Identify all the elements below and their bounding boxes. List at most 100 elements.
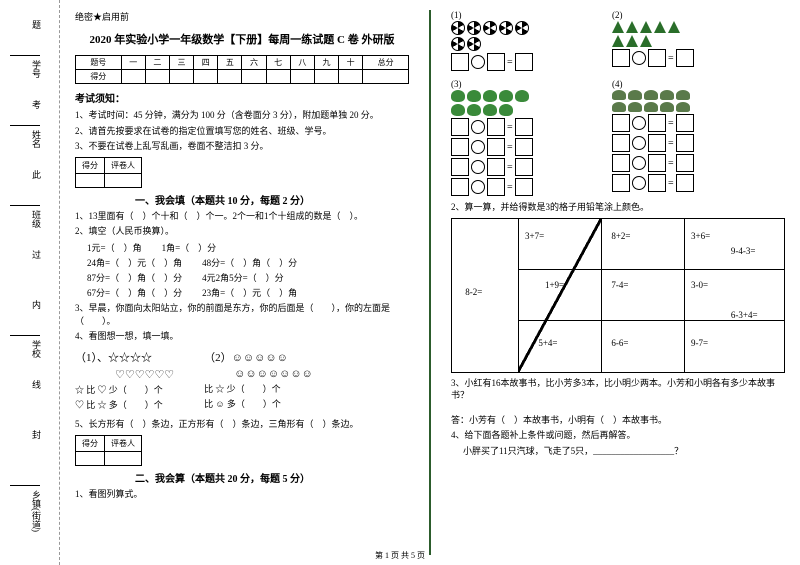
- conv: 24角=（ ）元（ ）角: [87, 256, 182, 269]
- cell: 得分: [76, 435, 105, 451]
- cell: [363, 70, 409, 84]
- q1-3: 3、早晨，你面向太阳站立，你的前面是东方，你的后面是（ ），你的左面是（ ）。: [75, 302, 409, 327]
- cell: 一: [121, 56, 145, 70]
- equation: =: [612, 114, 767, 132]
- left-column: 绝密★启用前 2020 年实验小学一年级数学【下册】每周一练试题 C 卷 外研版…: [75, 10, 409, 555]
- notice-item: 1、考试时间：45 分钟，满分为 100 分（含卷面分 3 分），附加题单独 2…: [75, 109, 409, 122]
- cell: 五: [218, 56, 242, 70]
- prob-2: (2) =: [612, 10, 767, 73]
- conv: 23角=（ ）元（ ）角: [202, 286, 297, 299]
- cell: 3+6=: [691, 231, 710, 241]
- cell: 九: [314, 56, 338, 70]
- cell: [339, 70, 363, 84]
- cell: 得分: [76, 70, 122, 84]
- cell: 总分: [363, 56, 409, 70]
- cell: [76, 173, 105, 187]
- frogs-icon: [451, 90, 531, 116]
- margin-lbl: 考: [30, 100, 43, 109]
- margin-lbl: 班级: [30, 210, 43, 228]
- conv: 4元2角5分=（ ）分: [202, 271, 284, 284]
- balls-icon: [451, 21, 531, 51]
- cell: 四: [194, 56, 218, 70]
- cell: 7-4=: [611, 280, 628, 290]
- prob-label: (3): [451, 79, 462, 89]
- notice-heading: 考试须知：: [75, 90, 409, 105]
- equation: =: [612, 49, 767, 67]
- cell: 八: [290, 56, 314, 70]
- q1-2: 2、填空（人民币换算）。: [75, 225, 409, 238]
- smile-icon: ☺☺☺☺☺: [232, 352, 288, 364]
- field-line: [10, 205, 40, 206]
- cell: 9-7=: [691, 338, 708, 348]
- page-root: 题 学号 考 姓名 此 班级 过 内 学校 线 封 乡镇(街道) 绝密★启用前 …: [0, 0, 800, 565]
- conv: 67分=（ ）角（ ）分: [87, 286, 182, 299]
- cell: [105, 173, 142, 187]
- cell: [218, 70, 242, 84]
- mini-score-table-2: 得分评卷人: [75, 435, 142, 466]
- stars-icon: ☆☆☆☆: [108, 352, 152, 364]
- margin-lbl: 线: [30, 380, 43, 389]
- lbl: （1）、: [75, 352, 108, 364]
- cell: [105, 451, 142, 465]
- equation: =: [612, 174, 767, 192]
- prob-label: (4): [612, 79, 623, 89]
- cell: [242, 70, 266, 84]
- cell: 5+4=: [538, 338, 557, 348]
- margin-lbl: 过: [30, 250, 43, 259]
- right-column: (1) = (2) = (3): [451, 10, 785, 555]
- prob-4: (4) = = = =: [612, 79, 767, 198]
- cell: 8-2=: [465, 287, 482, 297]
- cell: [290, 70, 314, 84]
- content-columns: 绝密★启用前 2020 年实验小学一年级数学【下册】每周一练试题 C 卷 外研版…: [60, 0, 800, 565]
- comp: 比 ☺ 多（ ）个: [204, 398, 313, 411]
- margin-lbl: 此: [30, 170, 43, 179]
- equation: =: [451, 138, 606, 156]
- shells-icon: [612, 90, 692, 112]
- field-line: [10, 485, 40, 486]
- score-table: 题号 一 二 三 四 五 六 七 八 九 十 总分 得分: [75, 55, 409, 84]
- margin-lbl: 学号: [30, 60, 43, 78]
- field-line: [10, 335, 40, 336]
- cell: 三: [169, 56, 193, 70]
- conversions: 1元=（ ）角1角=（ ）分 24角=（ ）元（ ）角48分=（ ）角（ ）分 …: [87, 241, 409, 299]
- margin-lbl: 学校: [30, 340, 43, 358]
- cell: 9-4-3=: [731, 246, 756, 256]
- margin-lbl: 姓名: [30, 130, 43, 148]
- exam-title: 2020 年实验小学一年级数学【下册】每周一练试题 C 卷 外研版: [75, 31, 409, 47]
- margin-lbl: 乡镇(街道): [30, 490, 43, 532]
- mini-score-table: 得分评卷人: [75, 157, 142, 188]
- cell: 8+2=: [611, 231, 630, 241]
- cell: 二: [145, 56, 169, 70]
- cell: 十: [339, 56, 363, 70]
- cell: [76, 451, 105, 465]
- cell: 3+7=: [525, 231, 544, 241]
- equation: =: [451, 158, 606, 176]
- prob-label: (2): [612, 10, 623, 20]
- cell: 1+9=: [545, 280, 564, 290]
- field-line: [10, 125, 40, 126]
- shape-groups: （1）、☆☆☆☆ ♡♡♡♡♡♡ ☆ 比 ♡ 少（ ）个 ♡ 比 ☆ 多（ ）个 …: [75, 346, 409, 415]
- smile-icon: ☺☺☺☺☺☺☺: [234, 368, 313, 380]
- q1-1: 1、13里面有（ ）个十和（ ）个一。2个一和1个十组成的数是（ ）。: [75, 210, 409, 223]
- cell: [194, 70, 218, 84]
- field-line: [10, 55, 40, 56]
- cell: 题号: [76, 56, 122, 70]
- cell: [266, 70, 290, 84]
- cell: [314, 70, 338, 84]
- calc-grid: 3+7= 8+2= 3+6= 9-4-3= 8-2= 1+9= 7-4= 3-0…: [451, 218, 785, 373]
- cell: [121, 70, 145, 84]
- cell: 得分: [76, 157, 105, 173]
- shape-group-1: （1）、☆☆☆☆ ♡♡♡♡♡♡ ☆ 比 ♡ 少（ ）个 ♡ 比 ☆ 多（ ）个: [75, 346, 174, 415]
- prob-1: (1) =: [451, 10, 606, 73]
- cell: 评卷人: [105, 157, 142, 173]
- table-row: 得分: [76, 70, 409, 84]
- cell: [145, 70, 169, 84]
- section-2-title: 二、我会算（本题共 20 分，每题 5 分）: [135, 470, 409, 485]
- equation: =: [451, 53, 606, 71]
- equation: =: [612, 134, 767, 152]
- notice-item: 3、不要在试卷上乱写乱画，卷面不整洁扣 3 分。: [75, 140, 409, 153]
- q1-5: 5、长方形有（ ）条边，正方形有（ ）条边，三角形有（ ）条边。: [75, 418, 409, 431]
- cell: 七: [266, 56, 290, 70]
- comp: 比 ☆ 少（ ）个: [204, 383, 313, 396]
- picture-problems: (1) = (2) = (3): [451, 10, 785, 198]
